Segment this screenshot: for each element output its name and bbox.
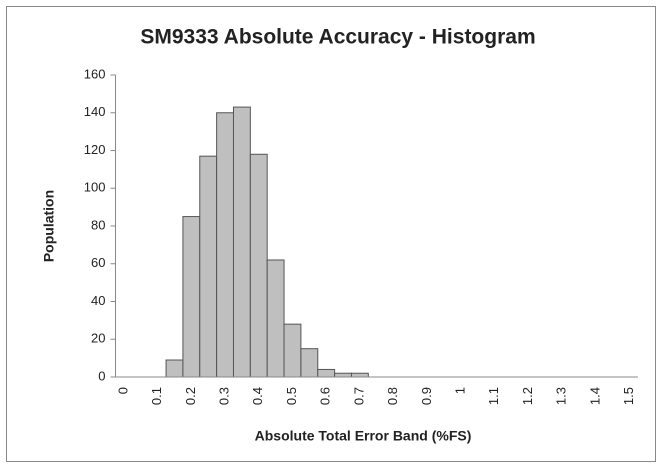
x-tick-label: 1.1 — [486, 387, 501, 405]
x-tick-label: 0.2 — [183, 387, 198, 405]
x-tick-label: 1.5 — [621, 387, 636, 405]
bar — [165, 359, 184, 378]
x-axis-title: Absolute Total Error Band (%FS) — [255, 428, 472, 444]
y-axis-title: Population — [41, 190, 57, 262]
x-tick-label: 1.3 — [554, 387, 569, 405]
bar — [266, 259, 285, 378]
x-tick-label: 1 — [452, 387, 467, 394]
bar — [199, 155, 218, 378]
bar — [249, 153, 268, 378]
bar — [182, 216, 201, 378]
bar — [232, 106, 251, 378]
x-tick-label: 0.3 — [216, 387, 231, 405]
x-tick-label: 0.9 — [419, 387, 434, 405]
y-tick-label: 140 — [84, 104, 106, 119]
x-tick-label: 0.1 — [149, 387, 164, 405]
chart-title: SM9333 Absolute Accuracy - Histogram — [140, 26, 535, 49]
y-tick-label: 120 — [84, 142, 106, 157]
bar — [334, 372, 352, 378]
y-tick-label: 20 — [91, 331, 105, 346]
y-tick-label: 80 — [91, 217, 105, 232]
x-tick-label: 0.4 — [250, 387, 265, 405]
x-tick-label: 0.8 — [385, 387, 400, 405]
y-tick-label: 0 — [98, 368, 105, 383]
x-tick-label: 0.6 — [318, 387, 333, 405]
x-tick-label: 0 — [115, 387, 130, 394]
chart-frame — [6, 6, 656, 462]
x-tick-label: 0.5 — [284, 387, 299, 405]
y-tick-label: 100 — [84, 180, 106, 195]
y-tick-label: 40 — [91, 293, 105, 308]
x-tick-label: 1.4 — [587, 387, 602, 405]
y-tick-label: 60 — [91, 255, 105, 270]
bar — [317, 368, 336, 378]
x-tick-label: 1.2 — [520, 387, 535, 405]
bar — [216, 112, 234, 378]
bar — [283, 323, 302, 378]
y-tick-label: 160 — [84, 66, 106, 81]
bar — [300, 348, 319, 378]
bar — [350, 372, 369, 378]
x-tick-label: 0.7 — [351, 387, 366, 405]
